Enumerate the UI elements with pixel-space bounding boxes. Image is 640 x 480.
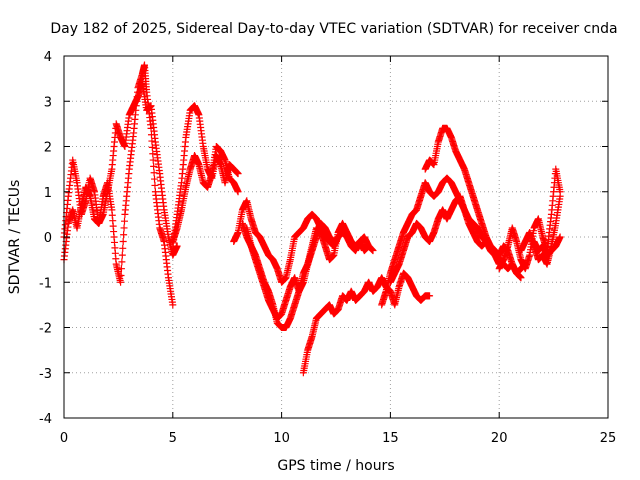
data-point <box>149 150 157 158</box>
data-point <box>117 278 125 286</box>
series-trace-4 <box>169 143 242 246</box>
y-tick-label: 1 <box>44 186 52 201</box>
data-point <box>120 217 128 225</box>
data-point <box>151 175 159 183</box>
data-point <box>150 169 158 177</box>
data-point <box>150 162 158 170</box>
data-point <box>426 292 434 300</box>
x-tick-label: 10 <box>273 431 290 446</box>
data-point <box>119 244 127 252</box>
data-point <box>234 170 242 178</box>
x-tick-label: 0 <box>60 431 68 446</box>
data-point <box>119 238 127 246</box>
data-point <box>151 181 159 189</box>
data-point <box>120 231 128 239</box>
x-tick-label: 15 <box>382 431 399 446</box>
x-tick-label: 20 <box>491 431 508 446</box>
data-point <box>117 271 125 279</box>
data-point <box>169 301 177 309</box>
y-tick-label: 4 <box>44 50 52 65</box>
series-trace-8 <box>299 269 434 377</box>
series-trace-10 <box>386 192 525 286</box>
y-tick-label: 3 <box>44 95 52 110</box>
data-point <box>234 188 242 196</box>
data-point <box>330 238 338 246</box>
y-tick-label: -1 <box>39 276 52 291</box>
data-point <box>365 242 373 250</box>
data-point <box>118 251 126 259</box>
data-point <box>369 247 377 255</box>
x-tick-label: 25 <box>600 431 617 446</box>
y-tick-label: 2 <box>44 141 52 156</box>
chart-title: Day 182 of 2025, Sidereal Day-to-day VTE… <box>50 21 617 37</box>
y-tick-label: 0 <box>44 231 52 246</box>
data-point <box>120 224 128 232</box>
data-point <box>118 258 126 266</box>
y-axis-title: SDTVAR / TECUs <box>7 180 23 295</box>
series-trace-7 <box>243 219 338 322</box>
data-points <box>60 61 564 377</box>
data-point <box>149 156 157 164</box>
y-tick-label: -3 <box>39 367 52 382</box>
data-point <box>117 265 125 273</box>
series-trace-12 <box>495 165 564 273</box>
series-trace-11 <box>421 124 529 277</box>
y-tick-label: -4 <box>39 412 52 427</box>
x-tick-label: 5 <box>169 431 177 446</box>
series-trace-2 <box>60 79 181 259</box>
x-axis-title: GPS time / hours <box>277 458 394 474</box>
y-tick-label: -2 <box>39 322 52 337</box>
